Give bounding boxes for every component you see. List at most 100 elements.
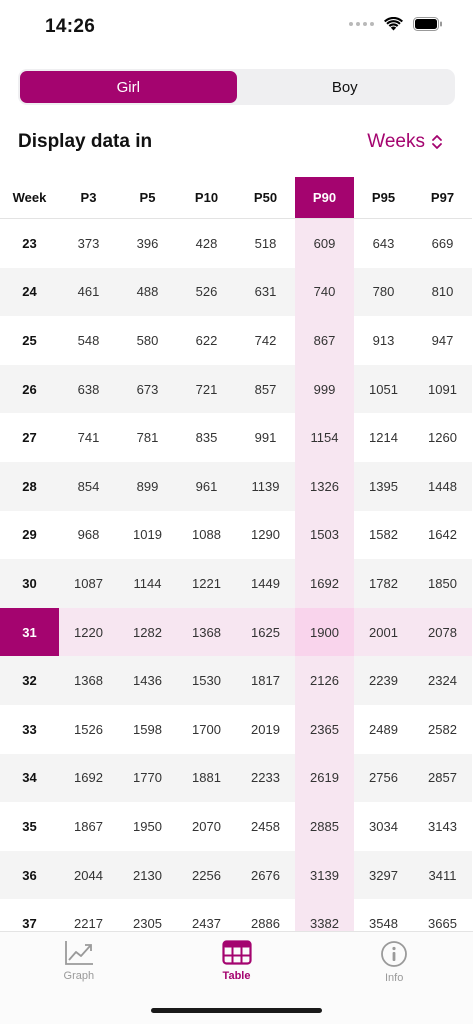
value-cell: 373 <box>59 219 118 268</box>
value-cell: 673 <box>118 364 177 414</box>
value-cell: 999 <box>295 364 354 414</box>
segment-boy[interactable]: Boy <box>331 78 358 96</box>
value-cell: 1598 <box>118 704 177 754</box>
value-cell: 1625 <box>236 607 295 657</box>
value-cell: 2001 <box>354 607 413 657</box>
value-cell: 643 <box>354 219 413 268</box>
value-cell: 742 <box>236 316 295 365</box>
value-cell: 1144 <box>118 559 177 608</box>
value-cell: 2619 <box>295 753 354 803</box>
tab-info[interactable]: Info <box>315 932 473 1024</box>
value-cell: 2582 <box>413 704 472 754</box>
value-cell: 1449 <box>236 559 295 608</box>
value-cell: 1900 <box>295 607 354 657</box>
value-cell: 1088 <box>177 510 236 560</box>
value-cell: 2078 <box>413 607 472 657</box>
value-cell: 740 <box>295 267 354 317</box>
value-cell: 1526 <box>59 704 118 754</box>
header-p90[interactable]: P90 <box>295 177 354 219</box>
value-cell: 2458 <box>236 802 295 851</box>
week-cell: 29 <box>0 510 59 560</box>
value-cell: 913 <box>354 316 413 365</box>
value-cell: 2130 <box>118 850 177 900</box>
value-cell: 2239 <box>354 656 413 705</box>
value-cell: 2437 <box>177 899 236 931</box>
value-cell: 1448 <box>413 461 472 511</box>
value-cell: 2044 <box>59 850 118 900</box>
value-cell: 1282 <box>118 607 177 657</box>
week-cell: 25 <box>0 316 59 365</box>
value-cell: 1770 <box>118 753 177 803</box>
value-cell: 780 <box>354 267 413 317</box>
segment-girl[interactable]: Girl <box>20 71 237 103</box>
value-cell: 1530 <box>177 656 236 705</box>
value-cell: 1692 <box>59 753 118 803</box>
week-cell: 24 <box>0 267 59 317</box>
value-cell: 1692 <box>295 559 354 608</box>
week-cell: 26 <box>0 364 59 414</box>
percentile-table[interactable]: Week P3 P5 P10 P50 P90 P95 P97 23 373 396 4… <box>0 177 473 931</box>
value-cell: 609 <box>295 219 354 268</box>
value-cell: 2857 <box>413 753 472 803</box>
value-cell: 2217 <box>59 899 118 931</box>
value-cell: 428 <box>177 219 236 268</box>
value-cell: 1051 <box>354 364 413 414</box>
status-icons <box>349 17 443 31</box>
value-cell: 1436 <box>118 656 177 705</box>
tab-graph[interactable]: Graph <box>0 932 158 1024</box>
week-cell: 37 <box>0 899 59 931</box>
value-cell: 1214 <box>354 413 413 462</box>
value-cell: 526 <box>177 267 236 317</box>
week-cell: 28 <box>0 461 59 511</box>
display-data-row: Display data in Weeks <box>18 128 443 156</box>
value-cell: 488 <box>118 267 177 317</box>
header-p50[interactable]: P50 <box>236 177 295 219</box>
value-cell: 1642 <box>413 510 472 560</box>
unit-picker-value: Weeks <box>367 131 425 152</box>
header-p3[interactable]: P3 <box>59 177 118 219</box>
value-cell: 1368 <box>177 607 236 657</box>
value-cell: 3382 <box>295 899 354 931</box>
value-cell: 2756 <box>354 753 413 803</box>
week-cell: 34 <box>0 753 59 803</box>
value-cell: 741 <box>59 413 118 462</box>
value-cell: 1700 <box>177 704 236 754</box>
chevron-up-down-icon <box>432 135 442 149</box>
value-cell: 781 <box>118 413 177 462</box>
value-cell: 3297 <box>354 850 413 900</box>
value-cell: 3548 <box>354 899 413 931</box>
unit-picker[interactable]: Weeks <box>367 131 443 153</box>
value-cell: 1368 <box>59 656 118 705</box>
value-cell: 1503 <box>295 510 354 560</box>
value-cell: 2886 <box>236 899 295 931</box>
value-cell: 518 <box>236 219 295 268</box>
value-cell: 2885 <box>295 802 354 851</box>
header-p10[interactable]: P10 <box>177 177 236 219</box>
header-p97[interactable]: P97 <box>413 177 472 219</box>
value-cell: 3034 <box>354 802 413 851</box>
value-cell: 3139 <box>295 850 354 900</box>
value-cell: 1867 <box>59 802 118 851</box>
value-cell: 2070 <box>177 802 236 851</box>
value-cell: 461 <box>59 267 118 317</box>
value-cell: 810 <box>413 267 472 317</box>
value-cell: 1260 <box>413 413 472 462</box>
tab-table[interactable]: Table <box>158 932 316 1024</box>
header-p5[interactable]: P5 <box>118 177 177 219</box>
value-cell: 947 <box>413 316 472 365</box>
value-cell: 1290 <box>236 510 295 560</box>
value-cell: 1881 <box>177 753 236 803</box>
gender-segmented-control: Girl Boy <box>18 69 455 105</box>
value-cell: 899 <box>118 461 177 511</box>
tab-info-label: Info <box>385 972 404 984</box>
value-cell: 1019 <box>118 510 177 560</box>
value-cell: 2676 <box>236 850 295 900</box>
value-cell: 1220 <box>59 607 118 657</box>
display-data-label: Display data in <box>18 131 153 152</box>
value-cell: 3143 <box>413 802 472 851</box>
header-p95[interactable]: P95 <box>354 177 413 219</box>
table-icon <box>221 940 252 965</box>
value-cell: 580 <box>118 316 177 365</box>
value-cell: 835 <box>177 413 236 462</box>
week-cell: 32 <box>0 656 59 705</box>
